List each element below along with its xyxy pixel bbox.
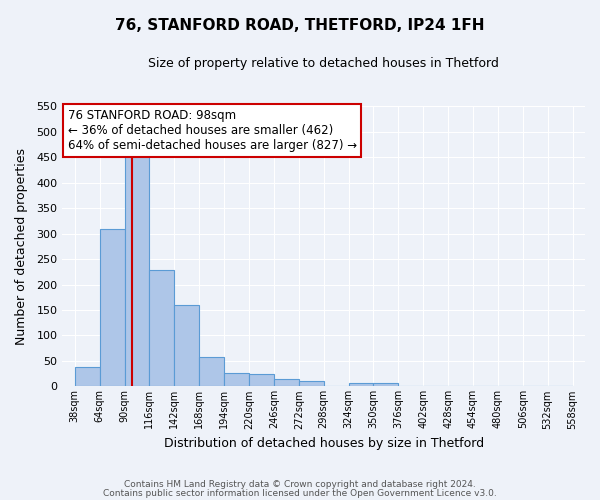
Text: Contains public sector information licensed under the Open Government Licence v3: Contains public sector information licen… — [103, 489, 497, 498]
Text: 76, STANFORD ROAD, THETFORD, IP24 1FH: 76, STANFORD ROAD, THETFORD, IP24 1FH — [115, 18, 485, 32]
Bar — [175, 305, 199, 386]
Bar — [149, 270, 175, 386]
Bar — [349, 383, 373, 386]
X-axis label: Distribution of detached houses by size in Thetford: Distribution of detached houses by size … — [164, 437, 484, 450]
Bar — [373, 383, 398, 386]
Y-axis label: Number of detached properties: Number of detached properties — [15, 148, 28, 345]
Bar — [299, 381, 323, 386]
Bar — [249, 374, 274, 386]
Bar — [224, 373, 249, 386]
Bar — [199, 358, 224, 386]
Title: Size of property relative to detached houses in Thetford: Size of property relative to detached ho… — [148, 58, 499, 70]
Bar — [125, 152, 149, 386]
Bar — [100, 228, 125, 386]
Bar — [75, 367, 100, 386]
Text: 76 STANFORD ROAD: 98sqm
← 36% of detached houses are smaller (462)
64% of semi-d: 76 STANFORD ROAD: 98sqm ← 36% of detache… — [68, 109, 356, 152]
Bar — [274, 380, 299, 386]
Text: Contains HM Land Registry data © Crown copyright and database right 2024.: Contains HM Land Registry data © Crown c… — [124, 480, 476, 489]
